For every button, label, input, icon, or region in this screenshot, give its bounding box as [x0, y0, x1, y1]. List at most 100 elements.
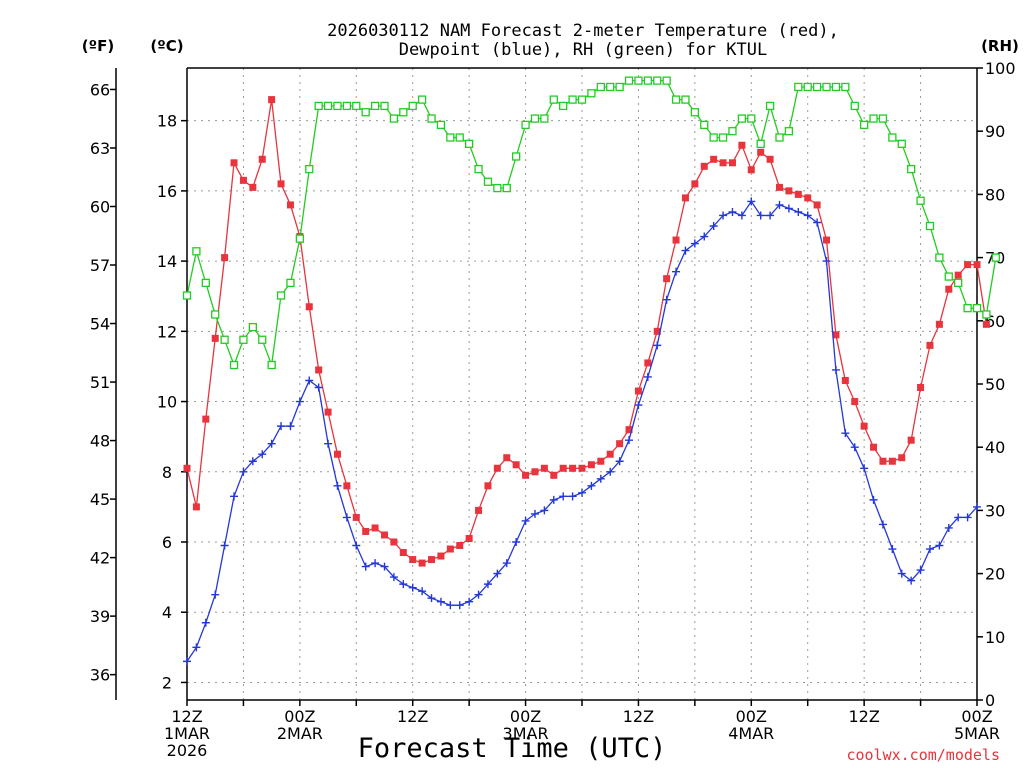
dewpoint-point	[333, 481, 342, 490]
rh-point	[455, 133, 464, 142]
dewpoint-point	[784, 204, 793, 213]
celsius-tick-label: 14	[157, 252, 177, 271]
temperature-point	[653, 327, 661, 335]
rh-tick-label: 20	[985, 565, 1005, 584]
rh-point	[549, 95, 558, 104]
temperature-point	[964, 261, 972, 269]
dewpoint-point	[794, 207, 803, 216]
rh-point	[784, 127, 794, 136]
rh-tick-label: 80	[985, 185, 1005, 204]
dewpoint-point	[935, 541, 944, 550]
dewpoint-point	[248, 457, 257, 466]
rh-point	[399, 108, 408, 117]
rh-point	[775, 133, 784, 142]
temperature-point	[418, 559, 426, 567]
dewpoint-point	[634, 401, 643, 410]
temperature-point	[841, 376, 849, 384]
chart-grid	[187, 68, 977, 700]
temperature-point	[522, 471, 530, 479]
dewpoint-point	[841, 429, 850, 438]
dewpoint-point	[192, 643, 201, 652]
rh-point	[587, 89, 596, 98]
celsius-tick-label: 6	[162, 533, 172, 552]
dewpoint-point	[493, 569, 502, 578]
x-tick-label: 12Z	[397, 707, 428, 726]
dewpoint-line	[186, 200, 978, 662]
rh-line	[186, 79, 997, 367]
dewpoint-point	[803, 211, 812, 220]
rh-point	[220, 335, 229, 344]
dewpoint-point	[502, 559, 511, 568]
dewpoint-point	[342, 513, 351, 522]
dewpoint-point	[681, 246, 690, 255]
dewpoint-point	[446, 601, 455, 610]
dewpoint-point	[201, 618, 210, 627]
rh-point	[812, 82, 822, 92]
dewpoint-point	[380, 562, 389, 571]
fahrenheit-tick-label: 39	[90, 607, 110, 626]
temperature-point	[823, 236, 831, 244]
temperature-point	[362, 527, 370, 535]
rh-point	[530, 114, 540, 123]
temperature-point	[832, 331, 840, 339]
dewpoint-point	[267, 439, 276, 448]
temperature-point	[428, 556, 436, 564]
temperature-point	[587, 461, 595, 469]
x-tick-label: 00Z	[510, 707, 541, 726]
dewpoint-point	[737, 211, 746, 220]
dewpoint-point	[747, 197, 756, 206]
celsius-tick-label: 2	[162, 673, 172, 692]
temperature-point	[738, 141, 746, 149]
rh-point	[229, 360, 239, 370]
dewpoint-point	[907, 576, 916, 585]
dewpoint-point	[314, 383, 323, 392]
temperature-point	[324, 408, 332, 416]
rh-point	[295, 234, 305, 243]
dewpoint-point	[230, 492, 239, 501]
celsius-unit-label: (ºC)	[150, 37, 183, 55]
temperature-point	[512, 461, 520, 469]
temperature-point	[381, 531, 388, 539]
fahrenheit-tick-label: 60	[90, 197, 110, 216]
temperature-point	[813, 201, 821, 209]
temperature-point	[747, 166, 755, 174]
temperature-point	[343, 482, 351, 490]
dewpoint-point	[888, 545, 897, 554]
dewpoint-point	[813, 218, 822, 227]
temperature-point	[437, 552, 445, 560]
rh-point	[474, 164, 483, 174]
x-tick-label: 12Z	[623, 707, 654, 726]
temperature-point	[879, 457, 887, 465]
chart-axes	[115, 67, 978, 701]
x-tick-label: 12Z	[848, 707, 879, 726]
dewpoint-point	[549, 495, 558, 504]
fahrenheit-tick-label: 51	[90, 373, 110, 392]
rh-point	[869, 114, 878, 123]
rh-point	[258, 335, 267, 344]
rh-point	[314, 101, 323, 111]
fahrenheit-tick-label: 57	[90, 256, 110, 275]
rh-line-group	[182, 76, 1000, 370]
temperature-point	[352, 513, 360, 521]
temperature-point	[870, 443, 878, 451]
dewpoint-point	[530, 509, 539, 518]
temperature-point	[484, 482, 492, 490]
temperature-point	[663, 275, 671, 283]
rh-point	[606, 82, 615, 92]
dewpoint-point	[690, 239, 699, 248]
rh-point	[972, 304, 982, 313]
dewpoint-point	[418, 587, 427, 596]
temperature-point	[333, 450, 341, 458]
rh-tick-label: 10	[985, 628, 1005, 647]
rh-point	[643, 76, 652, 85]
x-tick-label: 2026	[167, 741, 208, 760]
rh-point	[389, 114, 399, 123]
rh-point	[803, 82, 812, 92]
dewpoint-point	[831, 365, 840, 374]
temperature-point	[578, 464, 586, 472]
rh-point	[709, 133, 718, 142]
rh-point	[370, 101, 380, 111]
rh-tick-label: 0	[985, 691, 995, 710]
temperature-point	[982, 320, 990, 328]
